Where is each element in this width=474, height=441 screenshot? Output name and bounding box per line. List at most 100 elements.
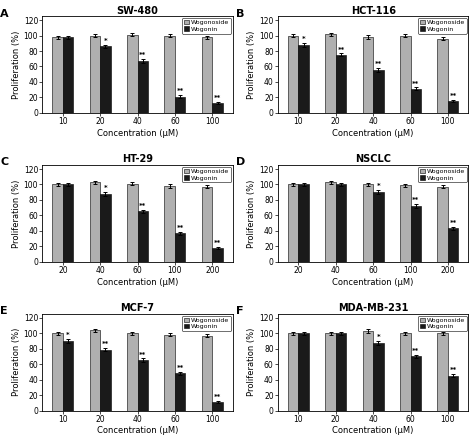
Bar xyxy=(448,376,458,411)
Bar xyxy=(288,36,299,113)
X-axis label: Concentration (μM): Concentration (μM) xyxy=(97,426,178,435)
Bar xyxy=(373,192,383,262)
Bar xyxy=(164,186,175,262)
Bar xyxy=(164,335,175,411)
Text: **: ** xyxy=(337,47,345,52)
Bar xyxy=(410,89,421,113)
Title: SW-480: SW-480 xyxy=(117,6,158,15)
Text: **: ** xyxy=(139,351,146,358)
Y-axis label: Proliferation (%): Proliferation (%) xyxy=(12,30,21,99)
Bar xyxy=(100,194,110,262)
Text: **: ** xyxy=(214,240,221,246)
Text: **: ** xyxy=(214,95,221,101)
Legend: Wogonoside, Wogonin: Wogonoside, Wogonin xyxy=(418,167,466,183)
Title: MCF-7: MCF-7 xyxy=(120,303,155,313)
Y-axis label: Proliferation (%): Proliferation (%) xyxy=(247,179,256,247)
Bar xyxy=(100,46,110,113)
Bar xyxy=(137,212,148,262)
Text: **: ** xyxy=(412,348,419,354)
Bar xyxy=(288,184,299,262)
Bar xyxy=(202,37,212,113)
Bar xyxy=(53,333,63,411)
Bar xyxy=(175,233,185,262)
Bar xyxy=(299,45,309,113)
Text: *: * xyxy=(104,185,107,191)
Text: *: * xyxy=(66,333,70,338)
Text: B: B xyxy=(236,9,245,19)
Title: HT-29: HT-29 xyxy=(122,154,153,164)
Bar xyxy=(400,36,410,113)
Bar xyxy=(90,330,100,411)
Bar xyxy=(127,184,137,262)
Bar xyxy=(63,184,73,262)
Text: **: ** xyxy=(102,341,109,347)
Bar xyxy=(137,360,148,411)
Bar xyxy=(288,333,299,411)
Bar xyxy=(212,103,223,113)
Y-axis label: Proliferation (%): Proliferation (%) xyxy=(247,30,256,99)
Bar xyxy=(448,101,458,113)
Bar xyxy=(400,185,410,262)
Text: **: ** xyxy=(139,203,146,209)
Bar xyxy=(299,184,309,262)
Bar xyxy=(53,184,63,262)
Bar xyxy=(373,343,383,411)
Bar xyxy=(448,228,458,262)
Bar xyxy=(410,356,421,411)
Bar xyxy=(299,333,309,411)
Text: *: * xyxy=(104,38,107,44)
Bar xyxy=(164,36,175,113)
Legend: Wogonoside, Wogonin: Wogonoside, Wogonin xyxy=(418,316,466,331)
Text: **: ** xyxy=(375,61,382,67)
Bar xyxy=(63,37,73,113)
Bar xyxy=(90,36,100,113)
Bar xyxy=(175,374,185,411)
Text: F: F xyxy=(236,306,244,316)
Bar xyxy=(336,333,346,411)
Bar xyxy=(336,184,346,262)
Bar xyxy=(336,55,346,113)
Text: *: * xyxy=(376,183,380,190)
Bar xyxy=(410,206,421,262)
Title: HCT-116: HCT-116 xyxy=(351,6,396,15)
Text: A: A xyxy=(0,9,9,19)
Bar xyxy=(438,187,448,262)
Bar xyxy=(212,402,223,411)
Bar xyxy=(90,182,100,262)
Bar xyxy=(373,70,383,113)
Bar xyxy=(438,39,448,113)
Bar xyxy=(100,350,110,411)
Bar xyxy=(325,182,336,262)
Legend: Wogonoside, Wogonin: Wogonoside, Wogonin xyxy=(418,18,466,34)
Text: **: ** xyxy=(139,52,146,58)
Text: **: ** xyxy=(449,367,457,374)
X-axis label: Concentration (μM): Concentration (μM) xyxy=(332,129,414,138)
Bar xyxy=(202,336,212,411)
Text: **: ** xyxy=(176,365,184,371)
Bar xyxy=(363,184,373,262)
Bar xyxy=(175,97,185,113)
Text: **: ** xyxy=(176,225,184,231)
Title: NSCLC: NSCLC xyxy=(355,154,391,164)
Bar xyxy=(127,35,137,113)
Bar xyxy=(127,333,137,411)
Y-axis label: Proliferation (%): Proliferation (%) xyxy=(12,328,21,396)
Bar xyxy=(202,187,212,262)
X-axis label: Concentration (μM): Concentration (μM) xyxy=(332,277,414,287)
Bar xyxy=(137,61,148,113)
Legend: Wogonoside, Wogonin: Wogonoside, Wogonin xyxy=(182,18,231,34)
Text: **: ** xyxy=(214,394,221,400)
Text: D: D xyxy=(236,157,245,168)
Title: MDA-MB-231: MDA-MB-231 xyxy=(338,303,409,313)
Bar xyxy=(63,341,73,411)
Legend: Wogonoside, Wogonin: Wogonoside, Wogonin xyxy=(182,316,231,331)
Text: **: ** xyxy=(176,88,184,94)
Text: **: ** xyxy=(412,198,419,203)
Text: **: ** xyxy=(449,93,457,99)
Text: *: * xyxy=(376,334,380,340)
Bar xyxy=(325,34,336,113)
Bar xyxy=(53,37,63,113)
Bar xyxy=(325,333,336,411)
X-axis label: Concentration (μM): Concentration (μM) xyxy=(332,426,414,435)
Legend: Wogonoside, Wogonin: Wogonoside, Wogonin xyxy=(182,167,231,183)
